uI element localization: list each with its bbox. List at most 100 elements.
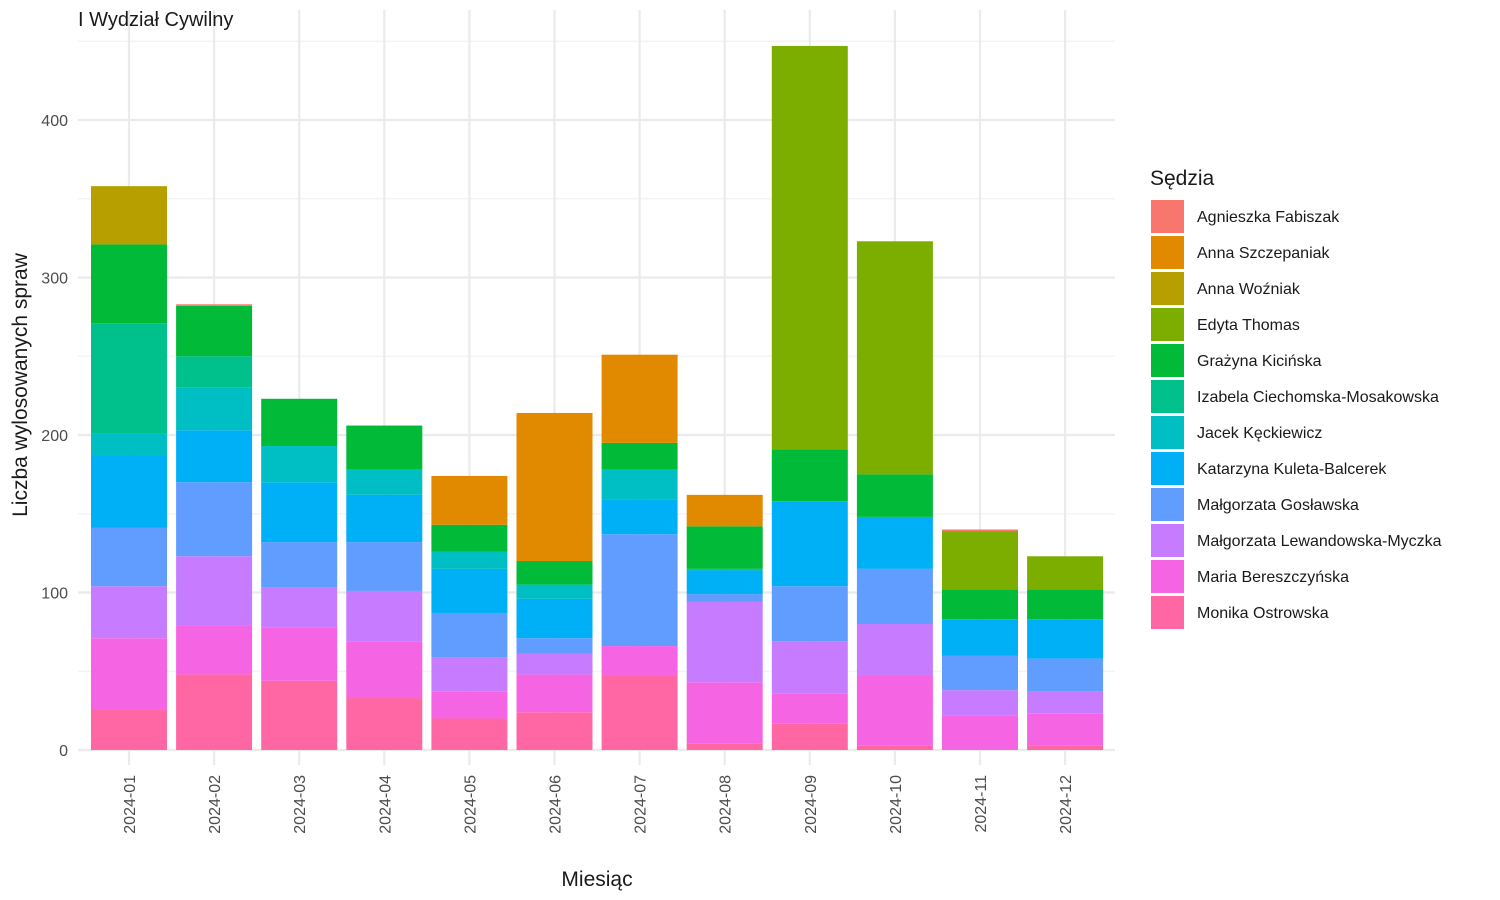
bar-segment [91, 638, 167, 710]
bar-segment [856, 568, 933, 624]
legend-item: Agnieszka Fabiszak [1151, 200, 1340, 233]
bar-segment [601, 675, 678, 750]
legend-swatch [1151, 488, 1184, 521]
bar-segment [771, 723, 848, 750]
bar-segment [942, 619, 1018, 656]
bar-segment [346, 698, 423, 750]
legend-label: Jacek Kęckiewicz [1197, 425, 1322, 442]
bar-segment [346, 494, 423, 543]
x-tick-label: 2024-05 [462, 775, 479, 834]
x-tick-label: 2024-08 [718, 775, 735, 834]
bar-segment [516, 584, 593, 599]
bar-segment [431, 718, 508, 750]
y-tick-label: 400 [41, 113, 68, 130]
bar-segment [516, 598, 593, 639]
bar-segment [771, 449, 848, 502]
bar-segment [261, 627, 338, 681]
legend-item: Edyta Thomas [1151, 308, 1300, 341]
bar-segment [176, 625, 253, 675]
legend-label: Małgorzata Lewandowska-Myczka [1197, 533, 1442, 550]
bar-segment [516, 712, 593, 750]
bar-segment [516, 561, 593, 585]
bar-segment [856, 241, 933, 475]
bar-segment [1027, 745, 1104, 750]
bar-segment [771, 586, 848, 642]
legend-item: Maria Bereszczyńska [1151, 560, 1349, 593]
bar-segment [1027, 691, 1104, 714]
x-axis-ticks: 2024-01 2024-02 2024-03 2024-04 2024-05 2024-… [122, 775, 1075, 834]
bar-segment [261, 542, 338, 588]
bar-segment [601, 469, 678, 500]
legend-label: Małgorzata Gosławska [1197, 497, 1359, 514]
chart-title: I Wydział Cywilny [78, 9, 233, 31]
y-tick-label: 200 [41, 428, 68, 445]
bar-segment [176, 482, 253, 557]
y-tick-label: 0 [59, 743, 68, 760]
legend-item: Jacek Kęckiewicz [1151, 416, 1322, 449]
bar-segment [856, 516, 933, 569]
legend-item: Grażyna Kicińska [1151, 344, 1322, 377]
bar-segment [261, 446, 338, 483]
legend-label: Anna Szczepaniak [1197, 245, 1331, 262]
legend-item: Małgorzata Gosławska [1151, 488, 1359, 521]
legend-swatch [1151, 416, 1184, 449]
x-tick-label: 2024-11 [973, 775, 990, 833]
x-tick-label: 2024-06 [548, 775, 565, 834]
bar-segment [346, 542, 423, 591]
legend-swatch [1151, 452, 1184, 485]
bar-segment [91, 527, 167, 587]
legend-label: Grażyna Kicińska [1197, 353, 1322, 370]
bar-segment [91, 323, 167, 434]
legend-item: Izabela Ciechomska-Mosakowska [1151, 380, 1439, 413]
bar-segment [686, 568, 763, 571]
legend-title: Sędzia [1150, 167, 1215, 190]
legend-swatch [1151, 236, 1184, 269]
bar-segment [771, 693, 848, 724]
x-tick-label: 2024-04 [377, 775, 394, 834]
legend-label: Edyta Thomas [1197, 317, 1300, 334]
bar-segment [686, 601, 763, 683]
bar-segment [346, 641, 423, 699]
bar-segment [176, 305, 253, 357]
legend-label: Monika Ostrowska [1197, 605, 1329, 622]
bar-segment [601, 442, 678, 470]
legend-items: Agnieszka Fabiszak Anna Szczepaniak Anna W… [1151, 200, 1442, 629]
bar-segment [431, 568, 508, 613]
bar-segment [601, 354, 678, 443]
bar-segment [176, 304, 253, 306]
legend-item: Monika Ostrowska [1151, 596, 1329, 629]
bars [91, 45, 1104, 750]
bar-segment [431, 524, 508, 552]
bar-segment [91, 186, 167, 245]
x-tick-label: 2024-10 [888, 775, 905, 834]
bar-segment [516, 638, 593, 654]
bar-segment [176, 387, 253, 431]
x-tick-label: 2024-03 [292, 775, 309, 834]
bar-segment [431, 691, 508, 719]
bar-segment [1027, 619, 1104, 659]
legend-swatch [1151, 524, 1184, 557]
bar-segment [346, 590, 423, 642]
bar-segment [1027, 556, 1104, 590]
legend-swatch [1151, 344, 1184, 377]
bar-segment [176, 674, 253, 750]
bar-segment [771, 45, 848, 450]
legend-label: Agnieszka Fabiszak [1197, 209, 1340, 226]
bar-segment [261, 482, 338, 543]
bar-segment [856, 745, 933, 750]
bar-segment [771, 641, 848, 694]
legend-swatch [1151, 200, 1184, 233]
y-axis-ticks: 0 100 200 300 400 [41, 113, 68, 760]
legend-item: Anna Szczepaniak [1151, 236, 1331, 269]
bar-segment [516, 653, 593, 675]
bar-segment [856, 624, 933, 676]
bar-segment [91, 244, 167, 324]
legend-swatch [1151, 272, 1184, 305]
bar-segment [176, 356, 253, 388]
y-axis-title: Liczba wylosowanych spraw [9, 252, 32, 517]
bar-segment [686, 494, 763, 527]
bar-segment [942, 655, 1018, 691]
bar-segment [516, 674, 593, 713]
bar-segment [516, 412, 593, 561]
bar-segment [431, 612, 508, 658]
